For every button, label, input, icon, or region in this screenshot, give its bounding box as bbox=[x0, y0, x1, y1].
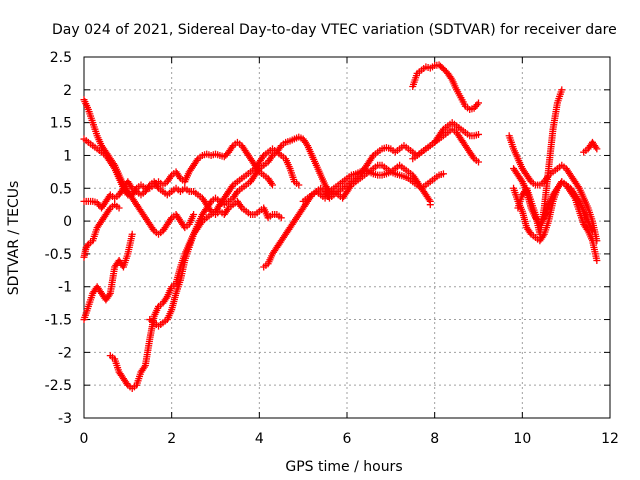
data-point bbox=[190, 211, 198, 219]
data-point bbox=[368, 153, 376, 161]
data-point bbox=[162, 294, 170, 302]
data-point bbox=[175, 173, 183, 181]
data-series bbox=[426, 201, 434, 209]
data-series bbox=[510, 165, 596, 235]
x-tick-label: 8 bbox=[430, 431, 439, 447]
data-point bbox=[475, 99, 482, 107]
data-point bbox=[276, 143, 284, 151]
data-point bbox=[206, 199, 214, 207]
x-tick-label: 0 bbox=[80, 431, 89, 447]
data-point bbox=[277, 214, 285, 222]
x-tick-label: 2 bbox=[167, 431, 176, 447]
data-point bbox=[193, 156, 201, 164]
data-point bbox=[228, 143, 236, 151]
data-point bbox=[539, 215, 547, 223]
y-tick-label: -2.5 bbox=[45, 378, 72, 394]
data-point bbox=[237, 202, 245, 210]
data-point bbox=[123, 380, 131, 388]
data-point bbox=[558, 86, 566, 94]
data-point bbox=[140, 363, 148, 371]
data-point bbox=[83, 242, 91, 250]
data-series bbox=[80, 230, 136, 324]
y-tick-label: 0 bbox=[63, 214, 72, 230]
data-point bbox=[588, 227, 596, 235]
data-point bbox=[149, 225, 157, 233]
data-series bbox=[146, 145, 303, 330]
x-tick-label: 4 bbox=[255, 431, 264, 447]
data-point bbox=[167, 215, 175, 223]
x-axis-title: GPS time / hours bbox=[285, 459, 402, 475]
data-point bbox=[439, 170, 447, 178]
data-point bbox=[145, 183, 153, 191]
data-point bbox=[105, 206, 113, 214]
y-tick-label: -1.5 bbox=[45, 313, 72, 329]
data-point bbox=[593, 256, 601, 264]
data-series bbox=[106, 133, 333, 392]
data-point bbox=[110, 163, 118, 171]
data-series bbox=[80, 178, 285, 222]
grid bbox=[84, 57, 610, 418]
x-tick-label: 10 bbox=[513, 431, 531, 447]
data-point bbox=[302, 140, 310, 148]
y-axis-title: SDTVAR / TECUs bbox=[6, 181, 22, 296]
axis-ticks: 0 2 4 6 8 10 12 2.5 2 1.5 1 0.5 0 -0.5 -1 -1.5 -2 -2.5 -3 bbox=[45, 50, 619, 447]
data-point bbox=[267, 179, 275, 187]
data-point bbox=[197, 219, 205, 227]
data-point bbox=[224, 206, 232, 214]
data-point bbox=[123, 189, 131, 197]
data-points bbox=[80, 61, 601, 392]
data-point bbox=[574, 183, 582, 191]
data-point bbox=[259, 153, 267, 161]
y-tick-label: -3 bbox=[58, 411, 72, 427]
data-point bbox=[425, 196, 433, 204]
y-tick-label: -0.5 bbox=[45, 247, 72, 263]
data-point bbox=[438, 127, 446, 135]
data-point bbox=[526, 229, 534, 237]
data-point bbox=[426, 201, 434, 209]
data-series bbox=[80, 96, 198, 238]
data-point bbox=[517, 176, 525, 184]
data-point bbox=[228, 183, 236, 191]
data-point bbox=[232, 189, 240, 197]
data-series bbox=[409, 125, 482, 166]
data-point bbox=[295, 181, 303, 189]
data-point bbox=[539, 232, 547, 240]
y-tick-label: 1 bbox=[63, 148, 72, 164]
data-point bbox=[592, 143, 600, 151]
data-point bbox=[167, 173, 175, 181]
y-tick-label: 1.5 bbox=[50, 116, 72, 132]
y-tick-label: 2 bbox=[63, 83, 72, 99]
data-point bbox=[115, 204, 123, 212]
data-point bbox=[593, 145, 601, 153]
data-point bbox=[447, 74, 455, 82]
data-point bbox=[574, 196, 582, 204]
x-tick-label: 6 bbox=[343, 431, 352, 447]
y-tick-label: -1 bbox=[58, 280, 72, 296]
data-point bbox=[268, 181, 276, 189]
data-point bbox=[105, 291, 113, 299]
data-point bbox=[475, 158, 482, 166]
data-series bbox=[321, 166, 447, 199]
data-series bbox=[80, 201, 123, 261]
y-tick-label: 0.5 bbox=[50, 181, 72, 197]
data-series bbox=[409, 61, 482, 114]
y-tick-label: 2.5 bbox=[50, 50, 72, 66]
data-point bbox=[128, 230, 136, 238]
data-point bbox=[469, 153, 477, 161]
x-tick-label: 12 bbox=[601, 431, 619, 447]
data-point bbox=[526, 176, 534, 184]
data-point bbox=[267, 153, 275, 161]
data-point bbox=[475, 130, 482, 138]
data-series bbox=[580, 138, 601, 156]
data-point bbox=[127, 183, 135, 191]
chart-title: Day 024 of 2021, Sidereal Day-to-day VTE… bbox=[52, 22, 617, 38]
data-point bbox=[153, 183, 161, 191]
y-tick-label: -2 bbox=[58, 345, 72, 361]
